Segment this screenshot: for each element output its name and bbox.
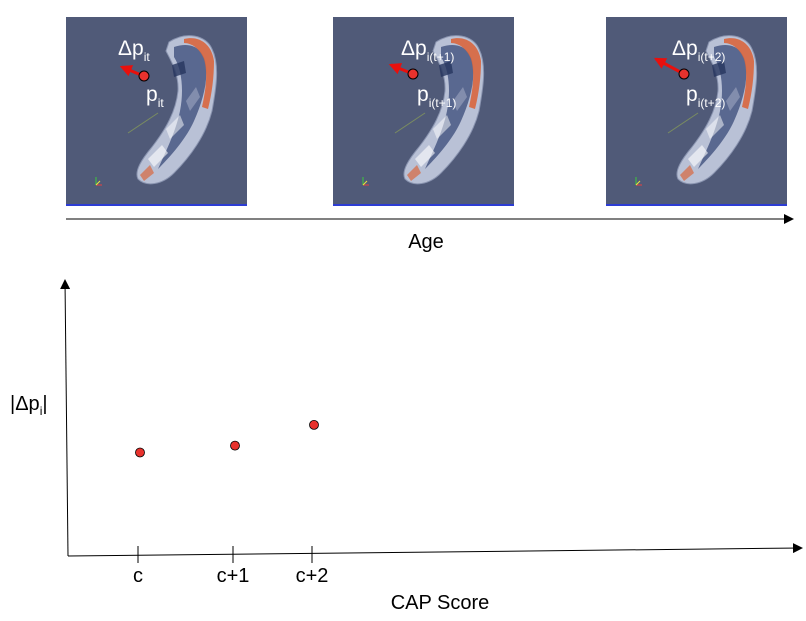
vertex-point: [138, 70, 150, 82]
point-label-base: p: [146, 83, 158, 106]
y-axis-label-base: |Δp: [10, 393, 40, 415]
delta-label-base: Δp: [118, 37, 144, 60]
point-label: pit: [146, 83, 164, 110]
point-label-sub: i(t+2): [698, 96, 726, 110]
y-axis: [60, 279, 71, 557]
data-point-1: [230, 440, 240, 451]
delta-label: Δpi(t+2): [672, 37, 725, 64]
y-axis-label: |Δpi|: [10, 393, 48, 418]
vertex-point: [407, 68, 419, 80]
age-axis-label: Age: [408, 231, 444, 253]
point-label-sub: i(t+1): [429, 96, 457, 110]
y-axis-label-close: |: [42, 393, 47, 415]
chart-marks: c c+1 c+2: [133, 419, 329, 587]
point-label-base: p: [686, 83, 698, 106]
y-axis-label-sub: i: [40, 404, 43, 418]
data-point-2: [309, 419, 319, 430]
x-tick-label-1: c+1: [217, 565, 250, 587]
delta-label: Δpi(t+1): [401, 37, 454, 64]
mesh-panel-3: Δpi(t+2) pi(t+2): [606, 17, 787, 206]
x-tick-label-2: c+2: [296, 565, 329, 587]
point-label-base: p: [417, 83, 429, 106]
data-point-0: [135, 447, 145, 458]
delta-label-base: Δp: [401, 37, 427, 60]
cap-score-scatter-chart: |Δpi| CAP Score c c+1 c+2: [10, 279, 803, 614]
x-axis-label: CAP Score: [391, 592, 490, 614]
point-label-sub: it: [158, 96, 165, 110]
mesh-panel-1: Δpit pit: [66, 17, 247, 206]
mesh-panel-2: Δpi(t+1) pi(t+1): [333, 17, 514, 206]
x-tick-label-0: c: [133, 565, 143, 587]
delta-label-base: Δp: [672, 37, 698, 60]
delta-label-sub: i(t+2): [698, 50, 726, 64]
delta-label-sub: i(t+1): [427, 50, 455, 64]
x-axis: [67, 543, 803, 557]
point-label: pi(t+1): [417, 83, 456, 110]
vertex-point: [678, 68, 690, 80]
point-label: pi(t+2): [686, 83, 725, 110]
delta-label: Δpit: [118, 37, 150, 64]
delta-label-sub: it: [144, 50, 151, 64]
